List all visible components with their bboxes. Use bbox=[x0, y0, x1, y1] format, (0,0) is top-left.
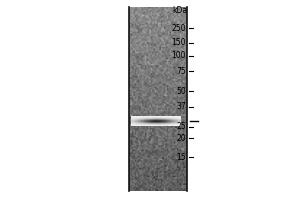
Text: 25: 25 bbox=[176, 122, 186, 131]
Text: 75: 75 bbox=[176, 67, 186, 76]
Text: 20: 20 bbox=[176, 134, 186, 143]
Text: 150: 150 bbox=[171, 38, 186, 47]
Text: 250: 250 bbox=[171, 24, 186, 33]
Text: 15: 15 bbox=[176, 153, 186, 162]
Text: 100: 100 bbox=[171, 51, 186, 60]
Text: 37: 37 bbox=[176, 102, 186, 111]
Text: kDa: kDa bbox=[172, 6, 187, 15]
Text: 50: 50 bbox=[176, 87, 186, 96]
